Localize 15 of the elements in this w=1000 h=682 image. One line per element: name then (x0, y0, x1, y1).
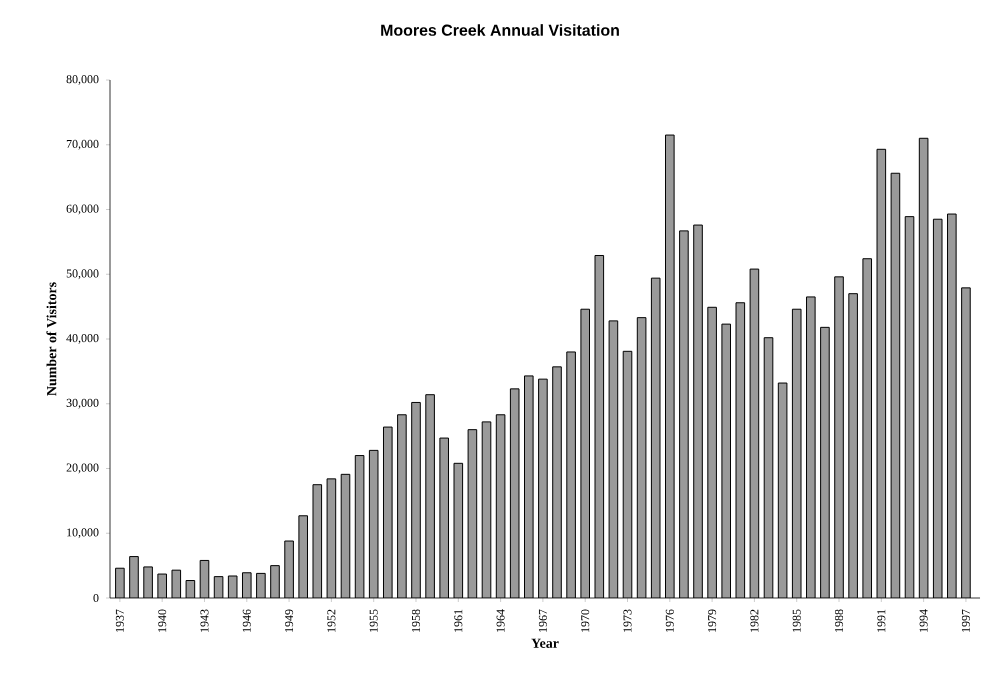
bar (411, 402, 421, 598)
bar (961, 287, 971, 598)
bar (679, 230, 689, 598)
bar (693, 225, 703, 598)
bar (834, 276, 844, 598)
bar (129, 556, 139, 598)
bar (538, 379, 548, 598)
bar (425, 394, 435, 598)
bar (284, 541, 294, 598)
bar (397, 414, 407, 598)
bar (848, 293, 858, 598)
bar (552, 366, 562, 598)
bar (820, 327, 830, 598)
bar (707, 307, 717, 598)
bar (566, 351, 576, 598)
